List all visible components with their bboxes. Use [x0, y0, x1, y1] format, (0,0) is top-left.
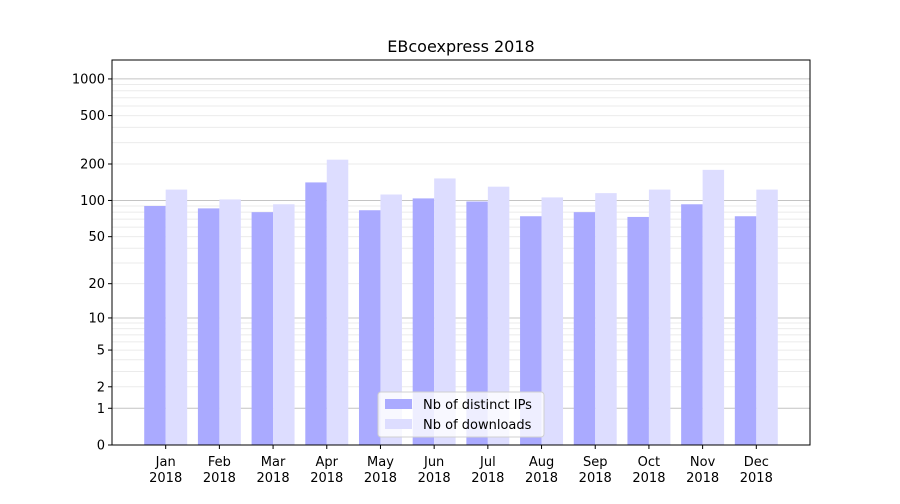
bar-distinct-ips [197, 208, 220, 445]
bar-distinct-ips [412, 198, 435, 445]
bar-downloads [595, 193, 617, 445]
bar-downloads [219, 199, 241, 445]
legend-label: Nb of downloads [423, 418, 532, 433]
y-axis: 0 1 2 5 10 20 50 100 200 500 1000 [72, 72, 112, 454]
bar-downloads [541, 197, 564, 445]
bar-downloads [165, 189, 188, 445]
bar-downloads [648, 189, 671, 445]
x-tick-label: Mar 2018 [257, 455, 290, 486]
x-tick-label: Jun 2018 [418, 455, 451, 486]
bar-distinct-ips [627, 216, 649, 445]
x-axis: Jan 2018 Feb 2018 Mar 2018 Apr 2018 May 2018 Jun 20… [149, 445, 773, 486]
bar-downloads [380, 194, 402, 445]
x-tick-label: Aug 2018 [525, 455, 558, 486]
y-tick-label: 0 [97, 439, 105, 454]
bar-downloads [273, 204, 295, 445]
x-tick-label: Nov 2018 [686, 455, 719, 486]
y-tick-label: 20 [88, 277, 105, 292]
y-tick-label: 50 [88, 230, 105, 245]
bar-downloads [434, 178, 456, 446]
x-tick-label: Sep 2018 [579, 455, 612, 486]
x-tick-label: Apr 2018 [310, 455, 343, 486]
legend-box [377, 391, 545, 438]
bar-distinct-ips [305, 182, 327, 445]
x-tick-label: Dec 2018 [740, 455, 773, 486]
bar-distinct-ips [144, 205, 166, 445]
x-tick-label: Oct 2018 [632, 455, 665, 486]
y-tick-label: 200 [80, 158, 105, 173]
x-tick-label: Feb 2018 [203, 455, 236, 486]
y-tick-label: 5 [97, 344, 105, 359]
bar-distinct-ips [573, 212, 596, 445]
bar-distinct-ips [358, 210, 381, 445]
y-tick-label: 2 [97, 380, 105, 395]
bar-downloads [756, 189, 778, 445]
bar-distinct-ips [734, 216, 757, 445]
y-tick-label: 100 [80, 194, 105, 209]
legend: Nb of distinct IPs Nb of downloads [377, 391, 545, 438]
bar-distinct-ips [681, 204, 703, 445]
x-tick-label: Jul 2018 [471, 455, 504, 486]
y-tick-label: 1 [97, 402, 105, 417]
y-tick-label: 1000 [72, 72, 105, 87]
legend-label: Nb of distinct IPs [423, 398, 532, 413]
bar-downloads [326, 159, 349, 445]
bar-downloads [487, 186, 510, 445]
chart-title: EBcoexpress 2018 [387, 37, 534, 56]
bar-distinct-ips [466, 201, 488, 445]
bar-downloads [702, 169, 725, 445]
legend-swatch [385, 419, 412, 429]
bars [144, 159, 778, 446]
y-tick-label: 500 [80, 109, 105, 124]
y-tick-label: 10 [88, 311, 105, 326]
plot-frame [111, 59, 811, 446]
x-tick-label: May 2018 [364, 455, 397, 486]
x-tick-label: Jan 2018 [149, 455, 182, 486]
bar-distinct-ips [520, 216, 542, 445]
bar-distinct-ips [251, 212, 274, 445]
legend-swatch [385, 399, 412, 409]
